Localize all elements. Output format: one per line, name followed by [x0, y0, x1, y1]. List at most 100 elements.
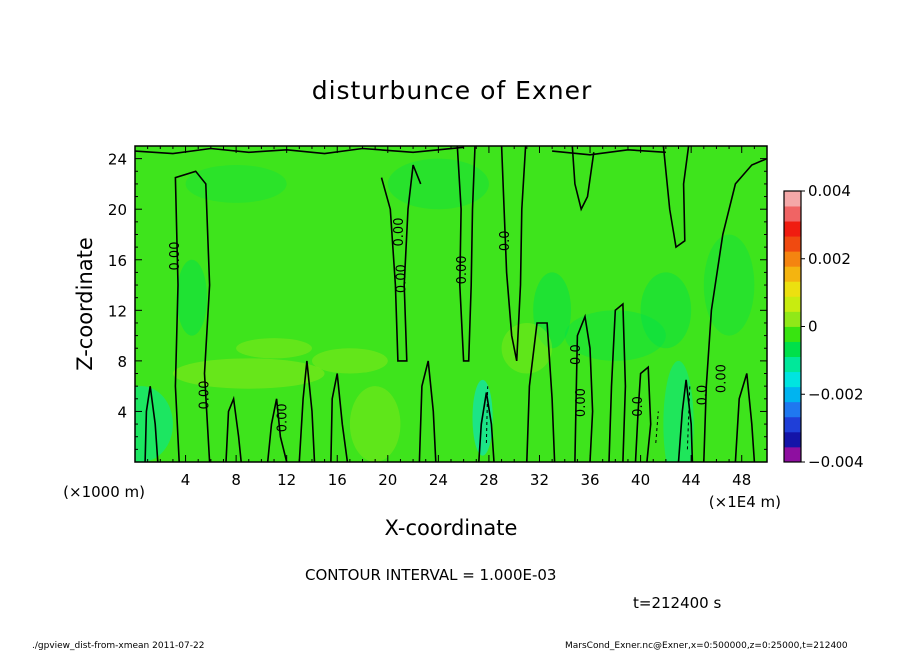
- x-tick-label: 24: [429, 471, 448, 489]
- colorbar-swatch: [784, 326, 801, 342]
- time-label: t=212400 s: [633, 594, 722, 612]
- colorbar-swatch: [784, 341, 801, 358]
- contour-label: 0.00: [574, 388, 589, 417]
- x-tick-label: 36: [580, 471, 599, 489]
- contour-label: 0.0: [695, 385, 710, 406]
- contour-line: [526, 322, 556, 462]
- contour-line: [677, 379, 694, 462]
- y-tick-label: 20: [108, 201, 127, 219]
- x-axis: 4 8 12 16 20 24 28 32 36 40 44 48: [147, 146, 755, 489]
- contour-label: 0.00: [392, 218, 407, 247]
- colorbar-swatch: [784, 386, 801, 403]
- contour-line: [552, 148, 666, 156]
- colorbar-tick-label: 0.002: [808, 250, 851, 268]
- contour-line: [418, 360, 437, 462]
- colorbar-tick-label: 0.004: [808, 182, 851, 200]
- contour-line: [703, 157, 767, 462]
- chart-title: disturbunce of Exner: [311, 76, 593, 105]
- colorbar-swatch: [784, 401, 801, 418]
- footer-script: ./gpview_dist-from-xmean 2011-07-22: [32, 641, 205, 651]
- y-tick-label: 24: [108, 151, 127, 169]
- shade-patch: [185, 164, 287, 203]
- contour-interval: CONTOUR INTERVAL = 1.000E-03: [305, 566, 557, 584]
- x-axis-label: X-coordinate: [385, 516, 518, 540]
- shade-patch: [533, 272, 572, 349]
- contour-label: 0.00: [455, 255, 470, 284]
- negative-contour-line: [686, 383, 691, 450]
- x-tick-label: 40: [631, 471, 650, 489]
- colorbar-swatch: [784, 296, 801, 312]
- contour-line: [144, 386, 159, 462]
- x-tick-label: 16: [328, 471, 347, 489]
- x-tick-label: 20: [378, 471, 397, 489]
- contour-label: 0.00: [714, 364, 729, 393]
- contour-line: [571, 146, 595, 212]
- shade-patch: [501, 322, 553, 374]
- colorbar-tick-label: 0: [808, 318, 818, 336]
- contour-label: 0.00: [276, 403, 291, 432]
- shade-patch: [311, 348, 388, 374]
- contour-label: 0.00: [197, 381, 212, 410]
- colorbar-swatch: [784, 266, 801, 282]
- contour-line: [174, 170, 211, 462]
- shade-patch: [236, 338, 312, 359]
- x-tick-label: 44: [682, 471, 701, 489]
- x-unit-label: (×1E4 m): [709, 493, 781, 511]
- y-tick-label: 8: [117, 353, 127, 371]
- shade-patch: [703, 234, 755, 336]
- shade-patch: [663, 360, 694, 462]
- footer-source: MarsCond_Exner.nc@Exner,x=0:500000,z=0:2…: [565, 641, 848, 651]
- y-axis: 4 8 12 16 20 24: [108, 151, 767, 450]
- plot-background: [135, 146, 767, 462]
- contour-line: [478, 392, 495, 462]
- contour-label: 0.0: [569, 344, 584, 365]
- contour-line: [662, 146, 690, 249]
- contour-line: [225, 395, 242, 462]
- y-unit-label: (×1000 m): [63, 483, 145, 501]
- shade-patch: [640, 272, 692, 349]
- contour-label: 0.0: [631, 396, 646, 417]
- colorbar-swatch: [784, 221, 801, 237]
- contour-lines: [135, 146, 767, 462]
- contour-line: [500, 146, 527, 362]
- shade-patch: [172, 358, 325, 389]
- negative-contour-line: [655, 411, 659, 444]
- contour-labels: 0.00 0.00 0.00 0.00 0.00 0.00 0.0 0.0 0.00 0.0 0.0…: [168, 218, 729, 433]
- x-tick-label: 12: [277, 471, 296, 489]
- colorbar-swatch: [784, 416, 801, 433]
- colorbar-swatch: [784, 311, 801, 327]
- colorbar-swatch: [784, 236, 801, 252]
- colorbar-swatch: [784, 281, 801, 297]
- x-tick-label: 28: [479, 471, 498, 489]
- y-axis-label: Z-coordinate: [73, 237, 97, 371]
- shade-patch: [135, 386, 173, 462]
- colorbar-tick-label: −0.004: [808, 453, 864, 471]
- contour-line: [574, 313, 594, 462]
- contour-line: [330, 373, 349, 462]
- contour-label: 0.0: [498, 230, 513, 251]
- contour-line: [734, 373, 756, 462]
- x-tick-label: 4: [181, 471, 191, 489]
- shade-patch: [349, 386, 401, 462]
- shaded-field: [135, 158, 755, 462]
- contour-line: [266, 398, 288, 462]
- contour-line: [456, 146, 476, 362]
- y-tick-label: 12: [108, 302, 127, 320]
- colorbar: 0.004 0.002 0 −0.002 −0.004: [783, 182, 864, 471]
- colorbar-swatch: [784, 446, 801, 463]
- contour-line: [380, 164, 422, 362]
- contour-line: [298, 360, 316, 462]
- colorbar-swatch: [784, 206, 801, 222]
- y-tick-label: 4: [117, 403, 127, 421]
- contour-line: [608, 302, 627, 462]
- x-tick-label: 32: [530, 471, 549, 489]
- colorbar-swatch: [784, 356, 801, 373]
- contour-line: [634, 365, 652, 462]
- x-tick-label: 48: [732, 471, 751, 489]
- colorbar-swatch: [784, 431, 801, 448]
- x-tick-label: 8: [231, 471, 241, 489]
- contour-label: 0.00: [395, 264, 410, 293]
- contour-label: 0.00: [168, 242, 183, 271]
- colorbar-swatch: [784, 371, 801, 388]
